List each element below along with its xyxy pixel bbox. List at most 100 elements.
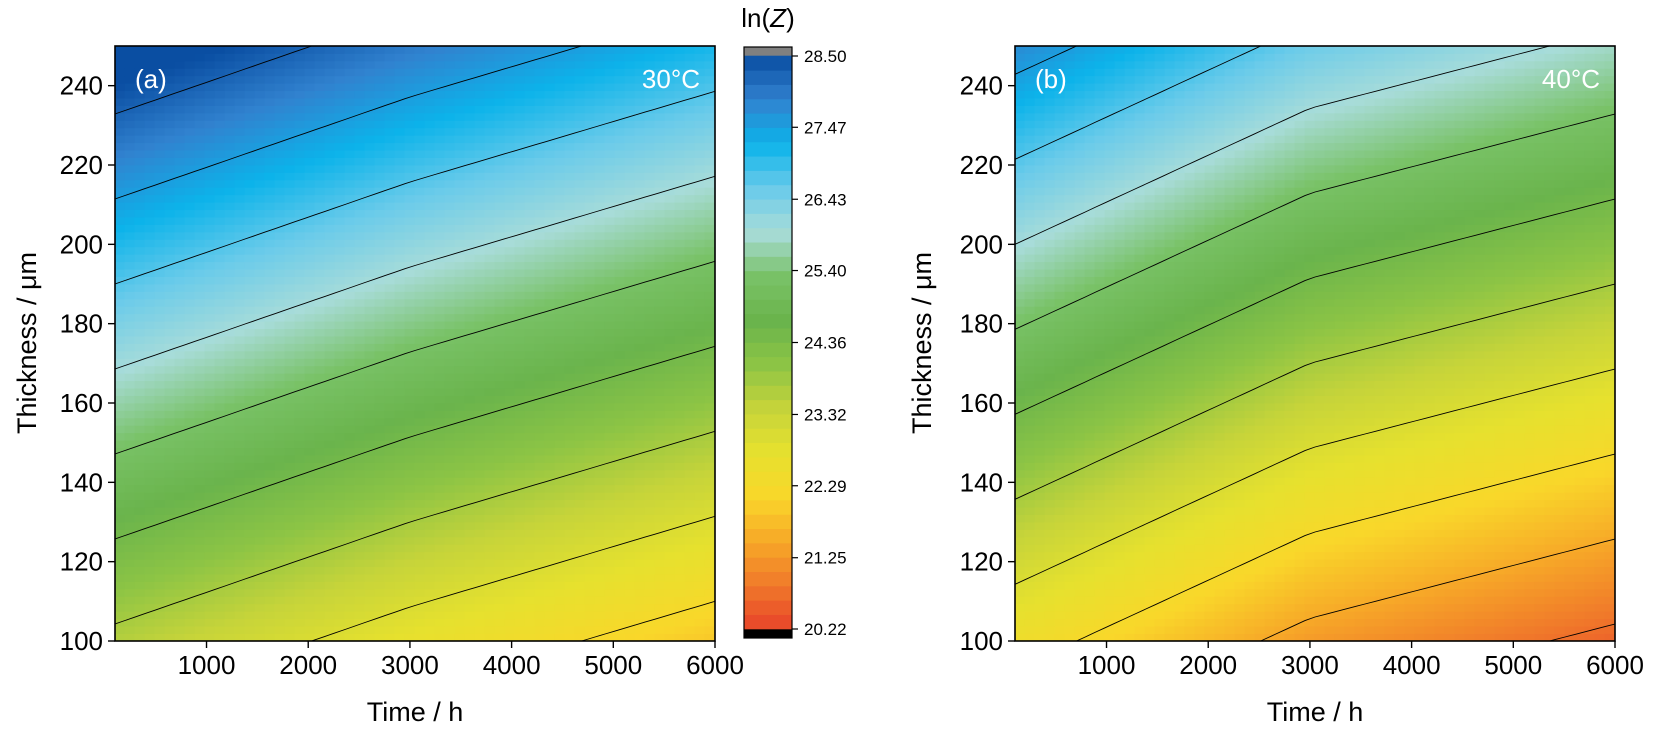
contour-cell (345, 484, 356, 492)
contour-cell (295, 276, 306, 284)
contour-cell (515, 380, 526, 388)
contour-cell (155, 395, 166, 403)
contour-cell (565, 395, 576, 403)
contour-cell (185, 529, 196, 537)
contour-cell (135, 127, 146, 135)
contour-cell (135, 589, 146, 597)
contour-cell (525, 507, 536, 515)
contour-cell (355, 499, 366, 507)
contour-cell (565, 596, 576, 604)
contour-cell (515, 202, 526, 210)
contour-cell (315, 611, 326, 619)
contour-cell (1015, 447, 1026, 455)
contour-cell (485, 351, 496, 359)
contour-cell (125, 499, 136, 507)
contour-cell (145, 157, 156, 165)
contour-cell (135, 298, 146, 306)
contour-cell (325, 306, 336, 314)
contour-cell (385, 544, 396, 552)
contour-cell (385, 83, 396, 91)
contour-cell (685, 380, 696, 388)
contour-cell (315, 336, 326, 344)
contour-cell (545, 470, 556, 478)
contour-cell (185, 633, 196, 641)
contour-cell (275, 298, 286, 306)
contour-cell (245, 410, 256, 418)
contour-cell (275, 499, 286, 507)
contour-cell (605, 395, 616, 403)
contour-cell (405, 321, 416, 329)
contour-cell (565, 477, 576, 485)
contour-cell (625, 410, 636, 418)
contour-cell (265, 425, 276, 433)
contour-cell (695, 596, 706, 604)
contour-cell (595, 425, 606, 433)
contour-cell (225, 232, 236, 240)
contour-cell (685, 492, 696, 500)
contour-cell (585, 351, 596, 359)
contour-cell (445, 105, 456, 113)
contour-cell (385, 217, 396, 225)
colorbar-band (744, 471, 792, 486)
contour-cell (705, 529, 716, 537)
contour-cell (285, 291, 296, 299)
contour-cell (365, 187, 376, 195)
contour-cell (695, 477, 706, 485)
contour-cell (145, 514, 156, 522)
contour-cell (1015, 484, 1026, 492)
contour-cell (435, 455, 446, 463)
contour-cell (475, 165, 486, 173)
contour-cell (255, 633, 266, 641)
contour-cell (145, 298, 156, 306)
contour-cell (165, 618, 176, 626)
contour-cell (445, 492, 456, 500)
contour-cell (185, 380, 196, 388)
contour-cell (515, 388, 526, 396)
contour-cell (255, 529, 266, 537)
contour-cell (1015, 165, 1026, 173)
contour-cell (335, 135, 346, 143)
contour-cell (365, 388, 376, 396)
contour-cell (505, 589, 516, 597)
contour-cell (215, 172, 226, 180)
contour-cell (355, 544, 366, 552)
contour-cell (155, 455, 166, 463)
contour-cell (245, 75, 256, 83)
contour-cell (665, 217, 676, 225)
contour-cell (135, 46, 146, 54)
contour-cell (575, 150, 586, 158)
contour-cell (195, 432, 206, 440)
contour-cell (535, 83, 546, 91)
contour-cell (275, 90, 286, 98)
contour-cell (135, 98, 146, 106)
contour-cell (355, 179, 366, 187)
contour-cell (635, 581, 646, 589)
contour-cell (435, 157, 446, 165)
contour-cell (575, 135, 586, 143)
contour-cell (635, 179, 646, 187)
contour-cell (295, 83, 306, 91)
contour-cell (545, 113, 556, 121)
contour-cell (175, 603, 186, 611)
colorbar-band (744, 127, 792, 142)
contour-cell (1015, 127, 1026, 135)
contour-cell (245, 98, 256, 106)
contour-cell (635, 150, 646, 158)
contour-cell (385, 306, 396, 314)
contour-cell (355, 202, 366, 210)
contour-cell (585, 432, 596, 440)
contour-cell (525, 254, 536, 262)
colorbar-band (744, 371, 792, 386)
contour-cell (375, 611, 386, 619)
contour-cell (1015, 626, 1026, 634)
contour-cell (1015, 365, 1026, 373)
contour-cell (595, 313, 606, 321)
contour-cell (525, 276, 536, 284)
contour-cell (245, 187, 256, 195)
contour-cell (485, 261, 496, 269)
contour-cell (255, 507, 266, 515)
contour-cell (175, 351, 186, 359)
contour-cell (485, 507, 496, 515)
contour-cell (215, 470, 226, 478)
